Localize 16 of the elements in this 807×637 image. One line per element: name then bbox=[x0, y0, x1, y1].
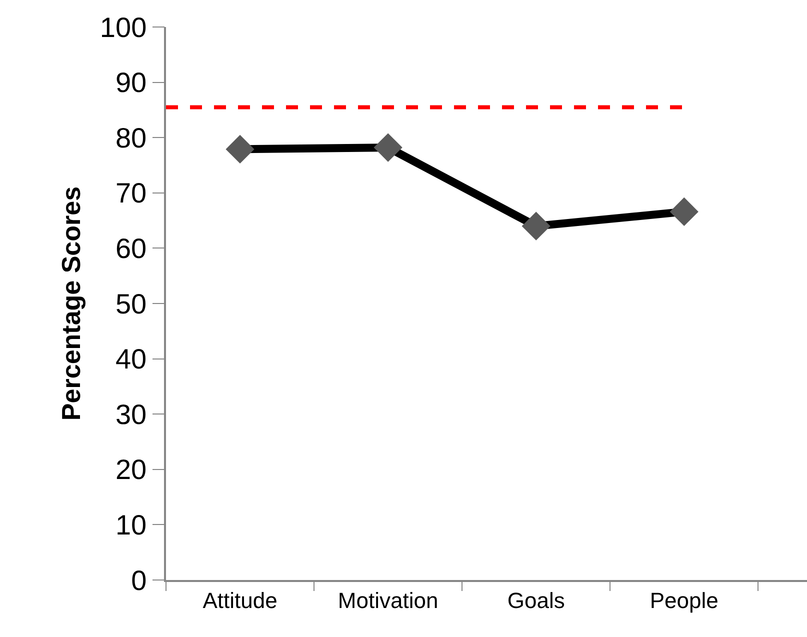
y-tick-label: 90 bbox=[115, 67, 147, 98]
x-tick-label: People bbox=[650, 588, 718, 614]
y-tick-label: 60 bbox=[115, 233, 147, 264]
y-tick-label: 70 bbox=[115, 178, 147, 209]
y-tick-label: 0 bbox=[131, 564, 147, 596]
x-tick-label: Motivation bbox=[338, 588, 438, 614]
y-tick-label: 40 bbox=[115, 344, 147, 375]
y-tick-label: 20 bbox=[115, 454, 147, 486]
y-axis-title: Percentage Scores bbox=[56, 186, 86, 421]
x-tick-label: Attitude bbox=[202, 588, 278, 614]
y-tick-label: 80 bbox=[115, 122, 147, 154]
y-tick-label: 10 bbox=[115, 510, 147, 540]
y-tick-label: 30 bbox=[115, 398, 147, 430]
y-tick-label: 50 bbox=[115, 288, 147, 320]
x-tick-label: Goals bbox=[507, 588, 565, 614]
y-tick-label: 100 bbox=[100, 12, 147, 43]
